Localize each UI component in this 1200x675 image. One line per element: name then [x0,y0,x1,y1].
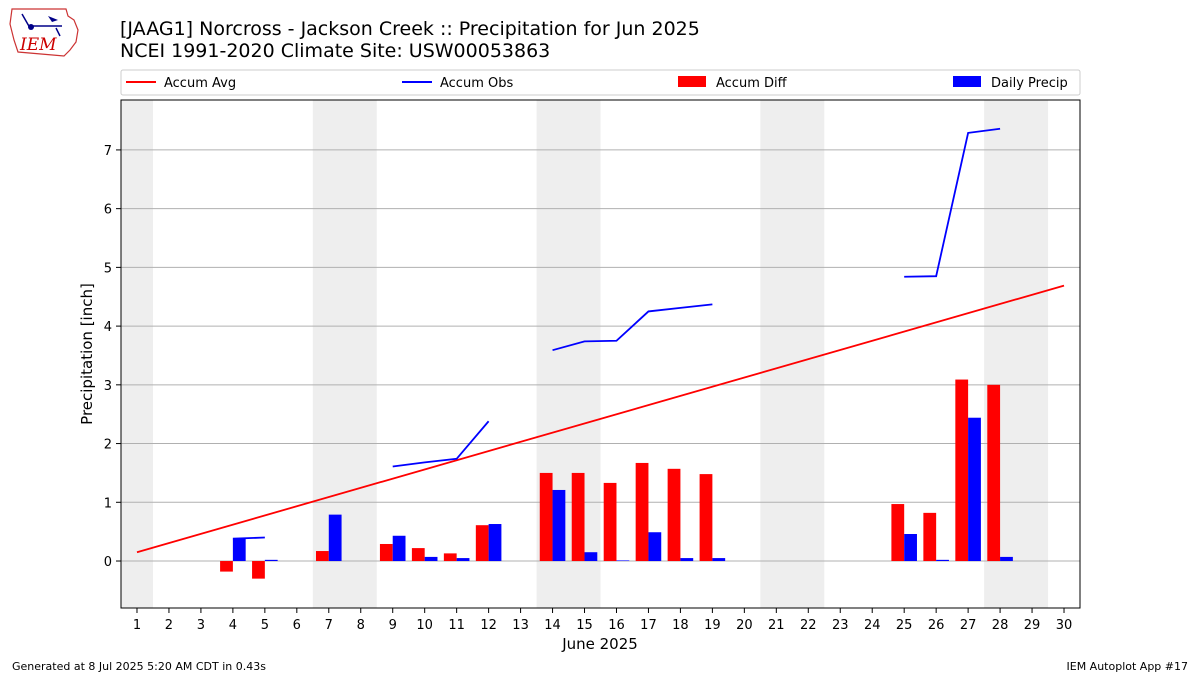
bar-accum-diff-day-27 [955,379,969,562]
bar-accum-diff-day-11 [443,553,457,562]
chart-title: [JAAG1] Norcross - Jackson Creek :: Prec… [120,18,700,40]
bar-accum-diff-day-16 [603,482,617,562]
legend-label-accum-diff: Accum Diff [716,76,788,91]
y-tick-label-0: 0 [104,555,112,570]
x-tick-label-8: 8 [357,618,365,633]
x-tick-label-3: 3 [197,618,205,633]
x-tick-label-21: 21 [768,618,785,633]
bar-accum-diff-day-19 [699,474,713,562]
weekend-shade-3 [760,100,825,608]
bar-daily-precip-day-18 [680,558,694,562]
bar-accum-diff-day-5 [252,561,265,579]
x-tick-label-1: 1 [133,618,141,633]
y-tick-label-2: 2 [104,438,112,453]
bar-accum-diff-day-12 [475,525,489,562]
bar-accum-diff-day-26 [923,512,937,562]
y-tick-label-7: 7 [104,144,112,159]
bar-accum-diff-day-28 [987,384,1001,562]
x-tick-label-15: 15 [576,618,593,633]
x-tick-label-13: 13 [512,618,529,633]
chart-subtitle: NCEI 1991-2020 Climate Site: USW00053863 [120,40,550,62]
x-tick-label-9: 9 [389,618,397,633]
y-tick-label-5: 5 [104,261,112,276]
bar-daily-precip-day-15 [584,552,598,562]
x-tick-label-5: 5 [261,618,269,633]
x-tick-label-23: 23 [832,618,849,633]
bar-daily-precip-day-5 [264,559,278,562]
bar-daily-precip-day-26 [936,559,949,562]
bar-accum-diff-day-14 [539,472,553,562]
weekend-shade-0 [121,100,153,608]
x-tick-label-10: 10 [416,618,433,633]
line-accum-avg [136,284,1065,554]
x-tick-label-18: 18 [672,618,689,633]
bar-daily-precip-day-11 [456,558,470,562]
bar-daily-precip-day-9 [392,535,406,562]
bar-daily-precip-day-4 [232,538,246,562]
bar-daily-precip-day-14 [552,489,566,562]
x-tick-label-4: 4 [229,618,237,633]
legend: Accum Avg Accum Obs Accum Diff Daily Pre… [120,69,1081,96]
bar-accum-diff-day-17 [635,462,649,562]
bar-accum-diff-day-10 [411,548,425,562]
x-tick-label-20: 20 [736,618,753,633]
x-tick-label-2: 2 [165,618,173,633]
bar-daily-precip-day-12 [488,524,502,562]
line-accum-obs-segment-2 [552,303,713,352]
y-tick-label-6: 6 [104,203,112,218]
logo-text: IEM [19,35,57,55]
x-tick-label-25: 25 [896,618,913,633]
bar-daily-precip-day-19 [712,558,726,562]
bar-accum-diff-day-25 [891,504,905,562]
x-tick-label-30: 30 [1056,618,1073,633]
line-accum-obs-segment-3 [904,127,1001,278]
x-tick-label-19: 19 [704,618,721,633]
x-tick-label-11: 11 [448,618,465,633]
x-tick-label-17: 17 [640,618,657,633]
plot-frame [120,99,1081,609]
y-tick-label-1: 1 [104,496,112,511]
bar-accum-diff-day-7 [315,551,329,562]
footer-generated: Generated at 8 Jul 2025 5:20 AM CDT in 0… [12,660,266,673]
x-tick-label-27: 27 [960,618,977,633]
iem-logo: IEM [9,8,79,57]
legend-label-accum-avg: Accum Avg [164,76,236,91]
x-tick-label-16: 16 [608,618,625,633]
x-tick-label-22: 22 [800,618,817,633]
y-tick-label-4: 4 [104,320,112,335]
bar-daily-precip-day-25 [904,534,917,562]
x-tick-label-7: 7 [325,618,333,633]
bar-accum-diff-day-4 [220,561,233,572]
bar-daily-precip-day-27 [968,417,981,562]
line-accum-obs-segment-0 [232,536,265,540]
weekend-shade-1 [312,100,377,608]
x-tick-label-24: 24 [864,618,881,633]
bar-daily-precip-day-17 [648,532,662,562]
bar-accum-diff-day-15 [571,472,585,562]
y-axis-label: Precipitation [inch] [78,283,96,425]
line-accum-obs-segment-1 [392,420,490,468]
x-tick-label-29: 29 [1024,618,1041,633]
footer-app: IEM Autoplot App #17 [1067,660,1189,673]
legend-label-accum-obs: Accum Obs [440,76,513,91]
bar-daily-precip-day-7 [328,514,342,562]
x-tick-label-6: 6 [293,618,301,633]
x-tick-label-26: 26 [928,618,945,633]
x-tick-label-12: 12 [480,618,497,633]
bar-daily-precip-day-10 [424,556,438,562]
x-tick-label-28: 28 [992,618,1009,633]
legend-swatch-accum-diff [678,76,706,87]
y-tick-label-3: 3 [104,379,112,394]
legend-label-daily-precip: Daily Precip [991,76,1068,91]
x-tick-label-14: 14 [544,618,561,633]
bar-accum-diff-day-9 [379,543,393,562]
bar-accum-diff-day-18 [667,468,681,562]
legend-swatch-daily-precip [953,76,981,87]
bar-daily-precip-day-28 [1000,556,1013,562]
x-axis-label: June 2025 [561,635,638,653]
bar-daily-precip-day-16 [616,560,630,562]
